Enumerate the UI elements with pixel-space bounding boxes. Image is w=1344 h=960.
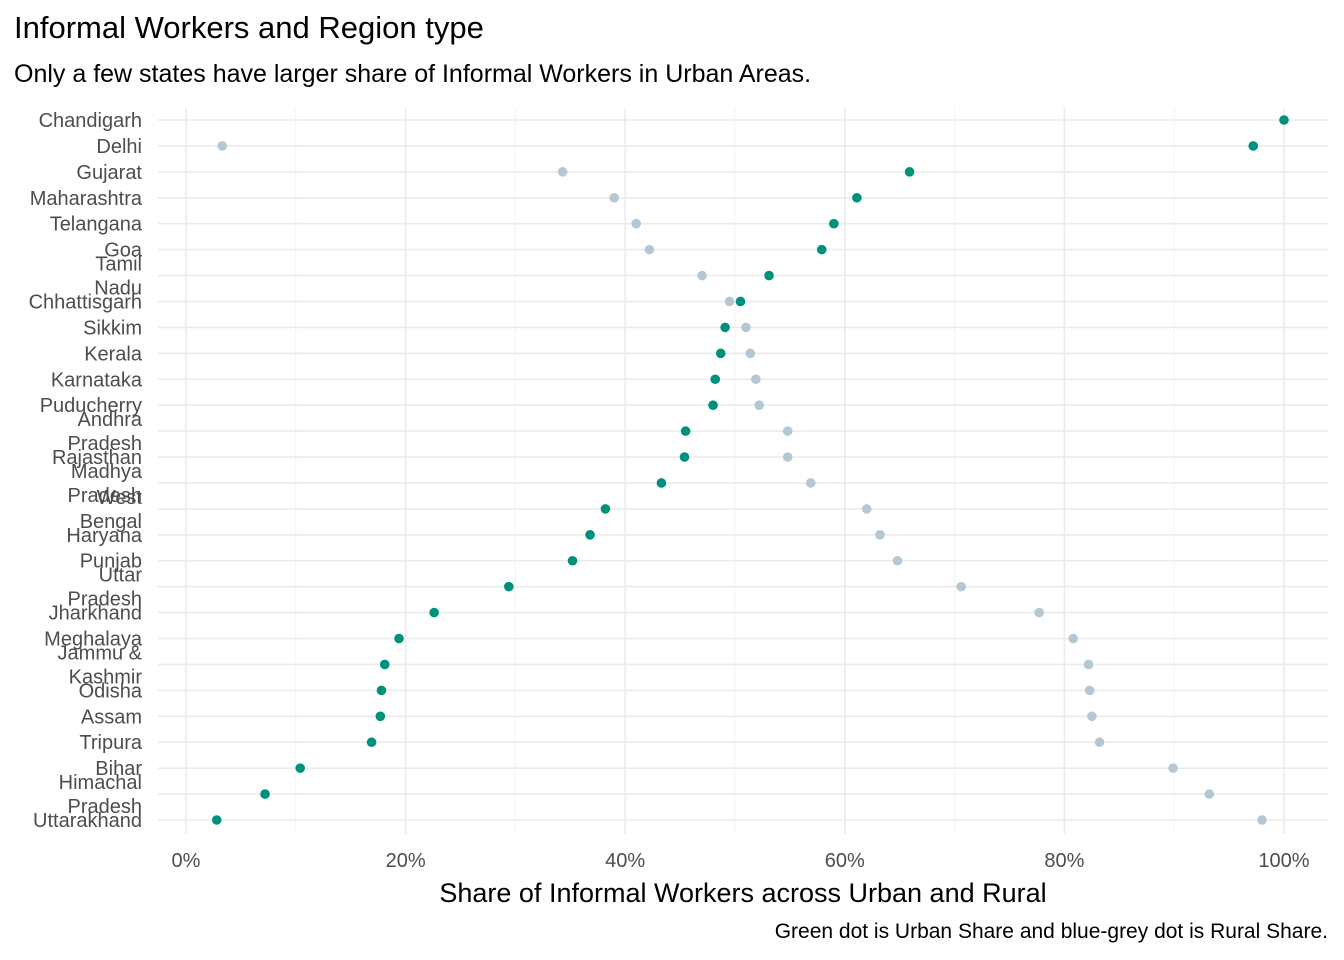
chart-subtitle: Only a few states have larger share of I… <box>14 60 812 88</box>
y-tick-label: Kerala <box>84 343 143 365</box>
y-tick-label: Meghalaya <box>44 629 143 651</box>
y-tick-label: Bihar <box>95 758 142 780</box>
rural-share-point <box>956 581 966 592</box>
rural-share-point <box>1257 815 1267 825</box>
y-tick-label: Assam <box>81 706 142 728</box>
urban-share-point <box>816 244 827 255</box>
chart-title: Informal Workers and Region type <box>14 10 484 45</box>
urban-share-point <box>904 167 915 177</box>
rural-share-point <box>1034 607 1044 618</box>
rural-share-point <box>861 504 872 514</box>
y-tick-label: Jharkhand <box>49 603 142 625</box>
urban-share-point <box>394 633 404 644</box>
y-axis-labels: Chandigarh Delhi Gujarat Maharashtra Telanga… <box>29 110 143 832</box>
y-tick-label: Tamil Nadu <box>94 254 142 300</box>
urban-share-point <box>211 815 222 825</box>
rural-share-point <box>557 167 568 177</box>
rural-share-point <box>609 192 620 203</box>
urban-share-point <box>764 270 774 281</box>
rural-share-point <box>631 218 641 229</box>
y-tick-label: Rajasthan <box>52 447 142 469</box>
y-tick-label: Sikkim <box>83 317 142 339</box>
urban-share-point <box>680 426 691 436</box>
y-tick-label: Andhra Pradesh <box>68 409 143 455</box>
rural-share-point <box>782 426 793 436</box>
urban-share-point <box>735 296 746 307</box>
urban-share-point <box>366 737 377 748</box>
y-tick-label: West Bengal <box>80 487 143 533</box>
y-tick-label: Tripura <box>79 732 142 754</box>
urban-share-point <box>829 218 839 229</box>
y-tick-label: Punjab <box>80 551 142 573</box>
y-tick-label: Jammu & Kashmir <box>58 642 143 688</box>
urban-share-point <box>656 478 667 488</box>
urban-share-point <box>710 374 721 385</box>
rural-share-point <box>724 296 735 307</box>
rural-share-point <box>1087 711 1097 722</box>
rural-share-point <box>1168 763 1178 773</box>
y-tick-label: Haryana <box>66 525 142 547</box>
y-tick-label: Maharashtra <box>30 188 143 210</box>
y-tick-label: Chandigarh <box>39 110 142 132</box>
rural-share-point <box>1204 789 1215 799</box>
y-tick-label: Uttar Pradesh <box>68 565 143 611</box>
y-tick-label: Chhattisgarh <box>29 291 142 313</box>
urban-share-point <box>429 607 439 618</box>
rural-share-point <box>1094 737 1105 748</box>
rural-share-point <box>741 322 751 333</box>
urban-share-point <box>852 192 862 203</box>
urban-share-point <box>379 659 390 670</box>
urban-share-point <box>679 452 690 462</box>
rural-share-point <box>875 530 885 540</box>
rural-share-point <box>1068 633 1078 644</box>
rural-share-point <box>1083 659 1094 670</box>
rural-share-point <box>217 141 228 151</box>
y-tick-label: Himachal Pradesh <box>59 772 142 818</box>
urban-share-point <box>504 581 514 592</box>
urban-share-point <box>376 685 387 696</box>
y-tick-label: Telangana <box>50 214 143 236</box>
urban-share-point <box>295 763 305 773</box>
y-tick-label: Uttarakhand <box>33 810 142 832</box>
rural-share-point <box>754 400 764 410</box>
y-tick-label: Delhi <box>96 136 142 158</box>
chart-caption: Green dot is Urban Share and blue-grey d… <box>774 920 1328 943</box>
x-axis-title: Share of Informal Workers across Urban a… <box>439 878 1046 908</box>
rural-share-point <box>644 244 655 255</box>
urban-share-point <box>567 555 578 566</box>
rural-share-point <box>745 348 756 359</box>
urban-share-point <box>720 322 730 333</box>
y-tick-label: Gujarat <box>76 162 142 184</box>
rural-share-point <box>697 270 707 281</box>
y-tick-label: Puducherry <box>40 395 142 417</box>
y-tick-label: Karnataka <box>51 369 143 391</box>
urban-share-point <box>600 504 611 514</box>
data-points <box>211 115 1289 825</box>
urban-share-point <box>260 789 270 799</box>
x-tick-label: 20% <box>386 850 426 872</box>
x-tick-label: 60% <box>825 850 865 872</box>
x-tick-label: 100% <box>1258 850 1309 872</box>
x-axis-tick-labels: 0% 20% 40% 60% 80% 100% <box>172 850 1310 872</box>
urban-share-point <box>585 530 595 540</box>
rural-share-point <box>1084 685 1095 696</box>
rural-share-point <box>805 478 816 488</box>
urban-share-point <box>708 400 718 410</box>
y-tick-label: Madhya Pradesh <box>68 461 143 507</box>
urban-share-point <box>715 348 726 359</box>
urban-share-point <box>375 711 386 722</box>
urban-share-point <box>1279 115 1289 125</box>
urban-share-point <box>1248 141 1259 151</box>
x-tick-label: 80% <box>1044 850 1084 872</box>
x-tick-label: 0% <box>172 850 201 872</box>
rural-share-point <box>751 374 761 385</box>
x-tick-label: 40% <box>605 850 645 872</box>
y-tick-label: Goa <box>104 240 143 262</box>
y-tick-label: Odisha <box>79 680 143 702</box>
rural-share-point <box>892 555 903 566</box>
grid-lines <box>158 108 1328 834</box>
rural-share-point <box>782 452 793 462</box>
